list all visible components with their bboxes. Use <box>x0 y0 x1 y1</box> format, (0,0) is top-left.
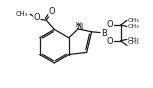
Text: O: O <box>107 37 114 46</box>
Text: CH₃: CH₃ <box>127 37 139 42</box>
Text: CH₃: CH₃ <box>127 40 139 45</box>
Text: O: O <box>107 20 114 29</box>
Text: N: N <box>76 23 82 32</box>
Text: H: H <box>75 22 80 28</box>
Text: CH₃: CH₃ <box>127 24 139 29</box>
Text: CH₃: CH₃ <box>15 11 28 17</box>
Text: O: O <box>34 13 40 22</box>
Text: B: B <box>101 29 107 38</box>
Text: CH₃: CH₃ <box>127 18 139 23</box>
Text: O: O <box>49 7 55 16</box>
